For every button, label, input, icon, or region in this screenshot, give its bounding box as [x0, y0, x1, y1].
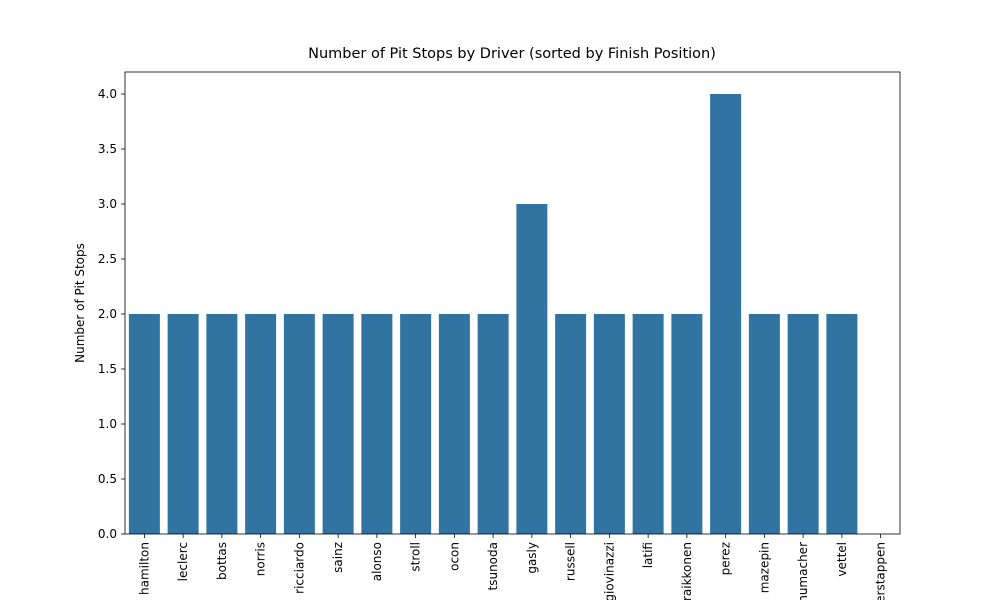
bar — [438, 314, 470, 534]
x-tick-label: perez — [719, 542, 733, 575]
x-tick-label: mazepin — [757, 542, 771, 593]
x-tick-label: latifi — [641, 542, 655, 568]
x-tick-label: raikkonen — [680, 542, 694, 600]
x-tick-label: schumacher — [796, 542, 810, 600]
bar — [593, 314, 625, 534]
bar — [361, 314, 393, 534]
bar — [516, 204, 548, 534]
bar — [322, 314, 354, 534]
bar — [128, 314, 160, 534]
y-tick-label: 2.0 — [98, 307, 117, 321]
x-tick-label: ocon — [447, 542, 461, 571]
x-tick-label: tsunoda — [486, 542, 500, 590]
y-tick-label: 1.0 — [98, 417, 117, 431]
bar — [283, 314, 315, 534]
bar — [748, 314, 780, 534]
y-tick-label: 2.5 — [98, 252, 117, 266]
bar — [671, 314, 703, 534]
x-tick-label: norris — [254, 542, 268, 576]
x-tick-label: ricciardo — [292, 542, 306, 594]
x-tick-label: hamilton — [137, 542, 151, 595]
bar — [245, 314, 277, 534]
y-tick-label: 0.0 — [98, 527, 117, 541]
x-tick-label: giovinazzi — [602, 542, 616, 600]
bar — [632, 314, 664, 534]
bar — [477, 314, 509, 534]
x-tick-label: bottas — [215, 542, 229, 580]
chart-title: Number of Pit Stops by Driver (sorted by… — [308, 46, 716, 62]
y-tick-label: 4.0 — [98, 87, 117, 101]
bar — [787, 314, 819, 534]
y-tick-label: 3.5 — [98, 142, 117, 156]
bar — [206, 314, 238, 534]
bar — [555, 314, 587, 534]
bar — [826, 314, 858, 534]
bar — [167, 314, 199, 534]
x-tick-label: stroll — [409, 542, 423, 572]
x-tick-label: sainz — [331, 542, 345, 573]
x-tick-label: russell — [564, 542, 578, 581]
x-tick-label: alonso — [370, 542, 384, 581]
x-tick-label: gasly — [525, 542, 539, 574]
y-tick-label: 3.0 — [98, 197, 117, 211]
x-tick-label: leclerc — [176, 542, 190, 581]
x-tick-label: vettel — [835, 542, 849, 577]
y-axis-label: Number of Pit Stops — [73, 243, 87, 363]
bar — [710, 94, 742, 534]
plot-frame — [124, 71, 901, 535]
y-tick-label: 1.5 — [98, 362, 117, 376]
y-tick-label: 0.5 — [98, 472, 117, 486]
bar — [400, 314, 432, 534]
x-tick-label: verstappen — [874, 542, 888, 600]
